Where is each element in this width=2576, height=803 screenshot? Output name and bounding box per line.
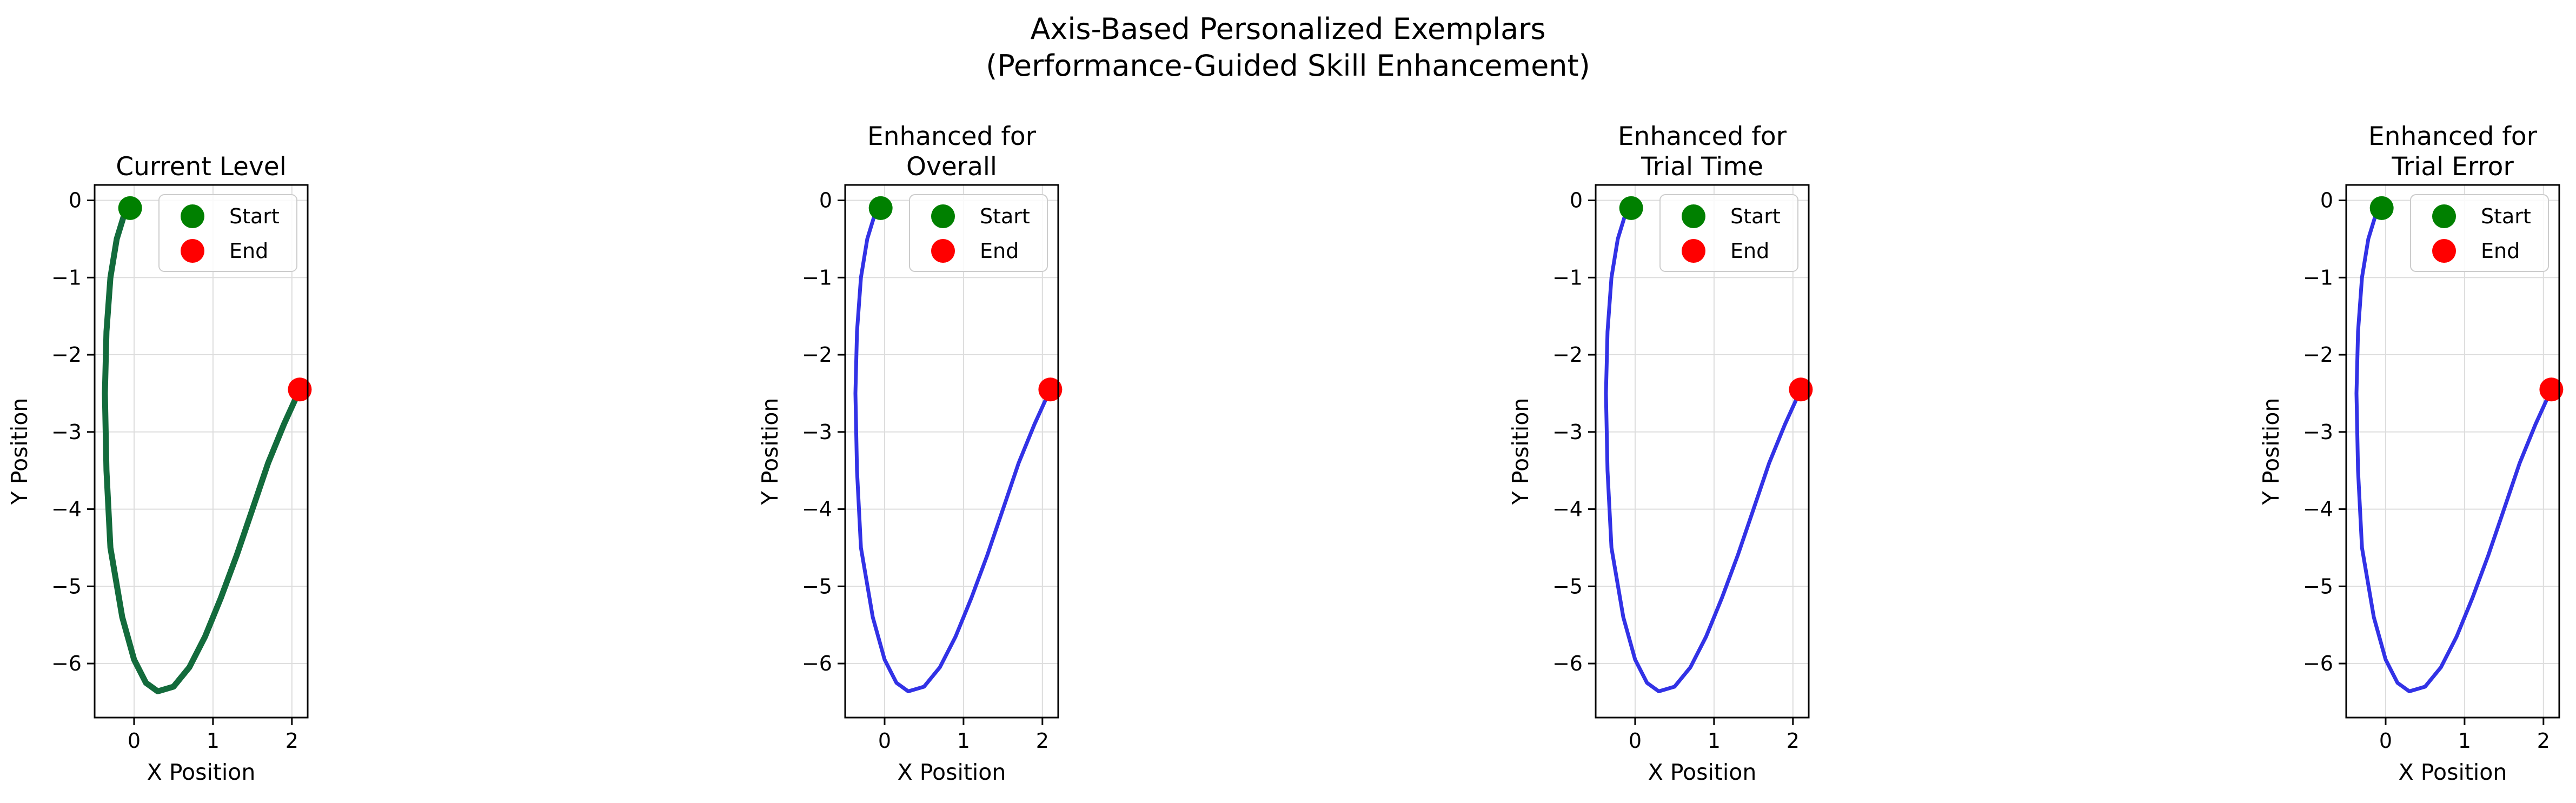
y-tick-label: 0: [1570, 189, 1583, 213]
x-axis-label: X Position: [1648, 759, 1757, 785]
legend-label-start: Start: [2481, 204, 2531, 228]
y-tick-label: −2: [2303, 343, 2333, 367]
subplots: 0 1 2 0 −1 −2 −3 −4 −5 −6 X Position Y Position Curr…: [6, 122, 2564, 785]
end-marker: [1038, 377, 1063, 402]
x-axis-label: X Position: [147, 759, 256, 785]
subplot-3: 0 1 2 0 −1 −2 −3 −4 −5 −6 X Position Y Position Enha…: [1508, 122, 1813, 785]
y-tick-label: −2: [802, 343, 832, 367]
y-tick-label: −3: [1552, 420, 1583, 444]
subplot-1: 0 1 2 0 −1 −2 −3 −4 −5 −6 X Position Y Position Curr…: [6, 152, 312, 785]
figure-title-line-2: (Performance-Guided Skill Enhancement): [986, 49, 1590, 83]
y-tick-label: −1: [802, 266, 832, 289]
subplot-title: Trial Time: [1641, 152, 1763, 182]
y-tick-label: −4: [1552, 497, 1583, 521]
legend-marker-end: [931, 239, 955, 263]
y-tick-label: −6: [802, 652, 832, 675]
y-tick-label: −5: [2303, 574, 2333, 598]
trajectory-line: [102, 205, 303, 694]
legend-label-end: End: [980, 239, 1019, 263]
y-tick-label: −5: [802, 574, 832, 598]
subplot-title: Trial Error: [2391, 152, 2514, 182]
y-tick-label: −6: [51, 652, 82, 675]
y-tick-label: −6: [2303, 652, 2333, 675]
axes-frame: [94, 184, 309, 719]
x-tick-label: 0: [2379, 729, 2392, 753]
y-tick-label: −5: [51, 574, 82, 598]
legend-marker-start: [931, 204, 955, 228]
x-tick-label: 1: [207, 729, 220, 753]
y-tick-label: −3: [2303, 420, 2333, 444]
subplot-title: Overall: [906, 152, 997, 182]
y-tick-label: −4: [802, 497, 832, 521]
y-axis-label: Y Position: [2258, 398, 2284, 506]
end-marker: [1789, 377, 1813, 402]
x-tick-label: 2: [1036, 729, 1049, 753]
start-marker: [868, 196, 893, 220]
start-marker: [1619, 196, 1643, 220]
x-axis-label: X Position: [2399, 759, 2507, 785]
axes-frame: [844, 184, 1059, 719]
legend-marker-end: [2432, 239, 2456, 263]
start-marker: [2369, 196, 2394, 220]
legend-marker-start: [1682, 204, 1705, 228]
trajectory-line: [1604, 206, 1803, 693]
subplot-title: Enhanced for: [867, 122, 1037, 151]
y-tick-label: −4: [51, 497, 82, 521]
axes-frame: [1595, 184, 1810, 719]
legend-label-start: Start: [1730, 204, 1781, 228]
y-tick-label: 0: [69, 189, 82, 213]
subplot-4: 0 1 2 0 −1 −2 −3 −4 −5 −6 X Position Y Position Enha…: [2258, 122, 2564, 785]
x-tick-label: 1: [957, 729, 970, 753]
y-tick-label: −3: [802, 420, 832, 444]
x-axis-label: X Position: [898, 759, 1006, 785]
legend-label-start: Start: [229, 204, 280, 228]
subplot-title: Enhanced for: [2368, 122, 2538, 151]
y-tick-label: −2: [1552, 343, 1583, 367]
y-axis-label: Y Position: [1508, 398, 1533, 506]
trajectory-line: [2354, 206, 2553, 693]
x-tick-label: 0: [128, 729, 141, 753]
y-tick-label: −1: [51, 266, 82, 289]
y-axis-label: Y Position: [757, 398, 783, 506]
x-tick-label: 2: [1787, 729, 1800, 753]
legend-label-end: End: [229, 239, 268, 263]
axes-frame: [2345, 184, 2560, 719]
x-tick-label: 2: [286, 729, 298, 753]
y-tick-label: 0: [819, 189, 832, 213]
x-tick-label: 0: [878, 729, 891, 753]
x-tick-label: 1: [2458, 729, 2471, 753]
legend-label-end: End: [1730, 239, 1769, 263]
y-tick-label: −1: [1552, 266, 1583, 289]
y-tick-label: 0: [2320, 189, 2333, 213]
subplot-2: 0 1 2 0 −1 −2 −3 −4 −5 −6 X Position Y Position Enha…: [757, 122, 1063, 785]
y-tick-label: −1: [2303, 266, 2333, 289]
x-tick-label: 0: [1629, 729, 1642, 753]
y-tick-label: −6: [1552, 652, 1583, 675]
legend-marker-start: [181, 204, 204, 228]
subplot-title: Enhanced for: [1618, 122, 1787, 151]
legend-marker-end: [1682, 239, 1705, 263]
y-tick-label: −3: [51, 420, 82, 444]
y-tick-label: −2: [51, 343, 82, 367]
x-tick-label: 2: [2537, 729, 2550, 753]
legend-marker-start: [2432, 204, 2456, 228]
trajectory-line: [853, 206, 1052, 693]
end-marker: [2539, 377, 2564, 402]
figure-title-line-1: Axis-Based Personalized Exemplars: [1030, 12, 1545, 46]
y-axis-label: Y Position: [6, 398, 32, 506]
y-tick-label: −5: [1552, 574, 1583, 598]
legend-label-end: End: [2481, 239, 2520, 263]
legend-label-start: Start: [980, 204, 1030, 228]
end-marker: [288, 377, 312, 402]
subplot-title: Current Level: [116, 152, 287, 182]
start-marker: [118, 196, 142, 220]
y-tick-label: −4: [2303, 497, 2333, 521]
x-tick-label: 1: [1708, 729, 1721, 753]
legend-marker-end: [181, 239, 204, 263]
